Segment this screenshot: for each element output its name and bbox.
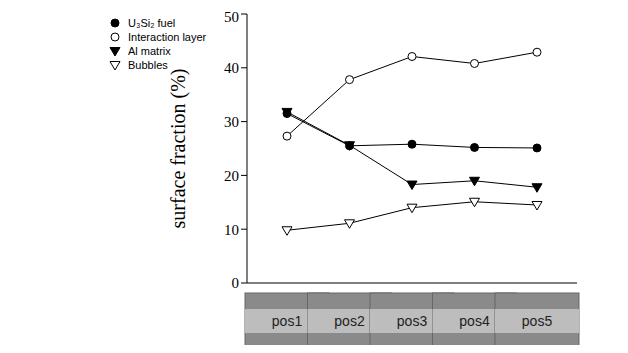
svg-text:surface fraction (%): surface fraction (%)	[167, 69, 190, 229]
svg-text:50: 50	[224, 9, 239, 25]
svg-text:20: 20	[224, 168, 239, 184]
svg-text:pos3: pos3	[397, 313, 428, 329]
html-text:Interaction layer: Interaction layer	[128, 31, 207, 43]
html-text:U₃Si₂ fuel: U₃Si₂ fuel	[128, 17, 176, 29]
svg-text:10: 10	[224, 222, 239, 238]
svg-text:0: 0	[232, 275, 240, 291]
html-text:Bubbles: Bubbles	[128, 59, 168, 71]
svg-text:pos1: pos1	[272, 313, 303, 329]
svg-text:pos5: pos5	[522, 313, 553, 329]
svg-text:30: 30	[224, 114, 239, 130]
html-text:Al matrix: Al matrix	[128, 45, 171, 57]
svg-text:40: 40	[224, 60, 239, 76]
svg-text:pos2: pos2	[334, 313, 365, 329]
svg-text:pos4: pos4	[459, 313, 490, 329]
